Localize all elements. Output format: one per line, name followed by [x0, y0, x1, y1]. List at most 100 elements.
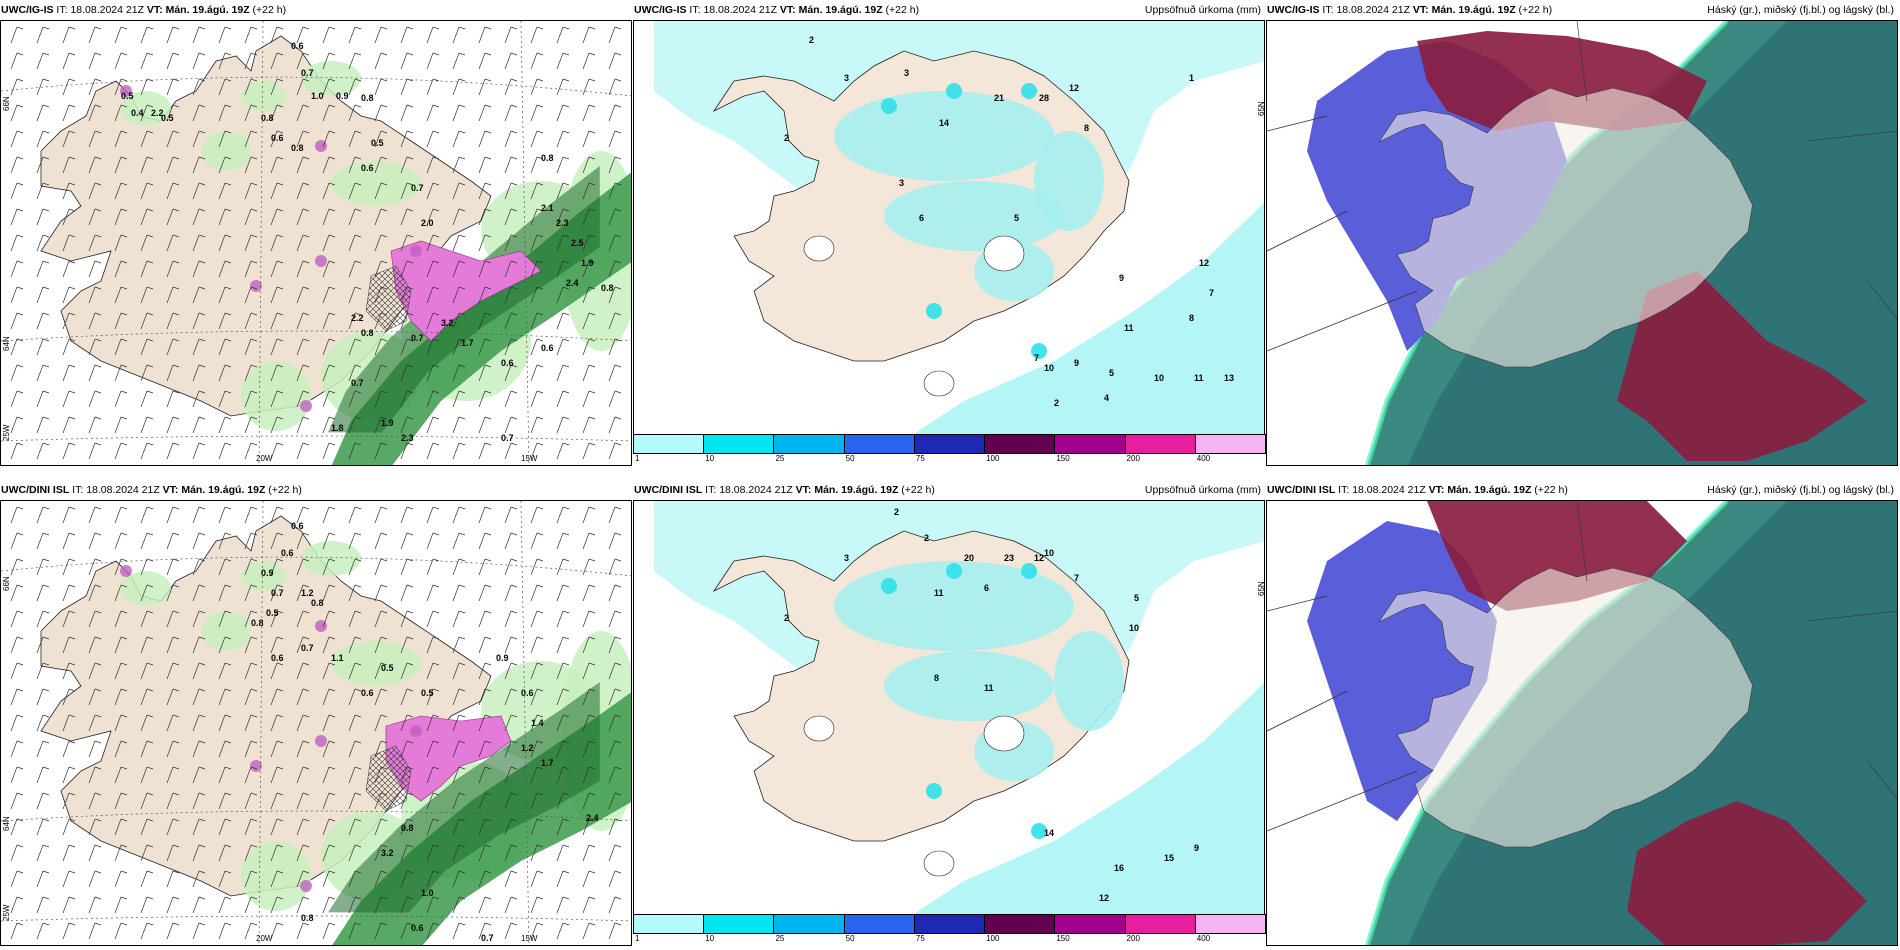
- wind-barb: [192, 390, 206, 408]
- wind-barb: [530, 662, 544, 680]
- wind-barb: [530, 26, 544, 44]
- wind-precip-map[interactable]: 66N 64N 25W 20W 15W 0.6 0.7 1.0 0.9 0.8 0.5 0.4 2.2 0…: [0, 20, 632, 466]
- wind-precip-map[interactable]: 66N 64N 25W 20W 15W 0.6 0.6 0.9 0.7 1.2 0.8 0.5 0.8 0…: [0, 500, 632, 946]
- wind-barb: [608, 844, 622, 862]
- glacier-area: [983, 715, 1025, 752]
- wind-barb: [36, 506, 50, 524]
- accum-value-label: 20: [964, 553, 974, 563]
- wind-barb: [296, 338, 310, 356]
- wind-barb: [114, 442, 128, 460]
- wind-barb: [244, 234, 258, 252]
- wind-barb: [218, 792, 232, 810]
- wind-barb: [504, 78, 518, 96]
- lat-line: [1806, 130, 1897, 142]
- wind-barb: [62, 636, 76, 654]
- wind-barb: [426, 260, 440, 278]
- lat-line: [1576, 501, 1588, 582]
- wind-barb: [296, 870, 310, 888]
- lead-time: (+22 h): [885, 4, 920, 16]
- wind-barb: [478, 792, 492, 810]
- accum-value-label: 7: [1034, 353, 1039, 363]
- wind-barb: [322, 584, 336, 602]
- wind-barb: [322, 364, 336, 382]
- wind-barb: [452, 844, 466, 862]
- wind-barb: [192, 818, 206, 836]
- wind-barb: [62, 558, 76, 576]
- colorbar-swatch: [984, 914, 1056, 934]
- model-name: UWC/DINI ISL: [1267, 484, 1336, 496]
- accum-value-label: 4: [1104, 393, 1109, 403]
- wind-barb: [296, 26, 310, 44]
- light-precip-area: [301, 541, 361, 576]
- light-precip-area: [241, 561, 286, 591]
- wind-barb: [270, 130, 284, 148]
- wind-barb: [426, 390, 440, 408]
- wind-barb: [114, 610, 128, 628]
- vt-label: VT:: [1428, 484, 1445, 496]
- precip-value-label: 0.6: [541, 343, 554, 353]
- precip-value-label: 0.6: [291, 41, 304, 51]
- moderate-accum-spot: [881, 98, 897, 114]
- wind-barb: [582, 78, 596, 96]
- precip-value-label: 2.5: [571, 238, 584, 248]
- precip-value-label: 1.7: [461, 338, 474, 348]
- wind-barb: [400, 532, 414, 550]
- wind-barb: [322, 532, 336, 550]
- wind-barb: [88, 688, 102, 706]
- precip-value-label: 2.3: [556, 218, 569, 228]
- wind-barb: [88, 364, 102, 382]
- accum-value-label: 16: [1114, 863, 1124, 873]
- wind-barb: [88, 442, 102, 460]
- wind-barb: [36, 104, 50, 122]
- wind-barb: [348, 364, 362, 382]
- wind-barb: [400, 260, 414, 278]
- wind-barb: [348, 688, 362, 706]
- wind-barb: [530, 558, 544, 576]
- wind-barb: [452, 286, 466, 304]
- accum-precip-map[interactable]: 2 3 2 2 11 20 23 10 6 12 7 5 10 8 11 14 16 15 9 12 65N: [633, 500, 1265, 926]
- wind-barb: [478, 208, 492, 226]
- wind-barb: [322, 714, 336, 732]
- wind-barb: [426, 130, 440, 148]
- model-name: UWC/IG-IS: [634, 4, 687, 16]
- wind-barb: [582, 234, 596, 252]
- lon-line-20: [258, 501, 264, 945]
- colorbar-swatch: [1054, 434, 1126, 454]
- precip-value-label: 3.2: [441, 318, 454, 328]
- wind-barb: [114, 338, 128, 356]
- wind-barb: [374, 532, 388, 550]
- wind-barb: [530, 52, 544, 70]
- accum-precip-map[interactable]: 2 3 3 2 14 21 28 12 1 8 3 5 6 9 11 4 2 7 5 10 11 13 12 7 8 10 9 65N: [633, 20, 1265, 446]
- valid-time: Mán. 19.ágú. 19Z: [798, 4, 883, 16]
- panel-title: Uppsöfnuð úrkoma (mm): [1144, 484, 1261, 496]
- wind-barb: [244, 182, 258, 200]
- wind-barb: [530, 416, 544, 434]
- wind-barb: [36, 208, 50, 226]
- wind-barb: [478, 506, 492, 524]
- wind-barb: [36, 870, 50, 888]
- wind-barb: [114, 78, 128, 96]
- wind-barb: [608, 286, 622, 304]
- lon-line-15: [520, 501, 530, 945]
- wind-barb: [374, 922, 388, 940]
- precip-value-label: 1.2: [301, 588, 314, 598]
- wind-barb: [504, 416, 518, 434]
- vt-label: VT:: [146, 4, 163, 16]
- wind-barb: [192, 506, 206, 524]
- wind-barb: [400, 792, 414, 810]
- precip-value-label: 0.8: [361, 328, 374, 338]
- wind-barb: [296, 442, 310, 460]
- wind-barb: [530, 312, 544, 330]
- cloud-cover-map[interactable]: [1266, 20, 1898, 466]
- colorbar-swatch: [633, 434, 705, 454]
- wind-barb: [400, 766, 414, 784]
- wind-barb: [88, 416, 102, 434]
- accum-value-label: 11: [1124, 323, 1134, 333]
- cloud-cover-map[interactable]: [1266, 500, 1898, 946]
- precip-value-label: 2.2: [151, 108, 164, 118]
- wind-barb: [244, 416, 258, 434]
- wind-barb: [452, 636, 466, 654]
- wind-barb: [166, 312, 180, 330]
- colorbar-swatch: [1124, 914, 1196, 934]
- wind-barb: [192, 662, 206, 680]
